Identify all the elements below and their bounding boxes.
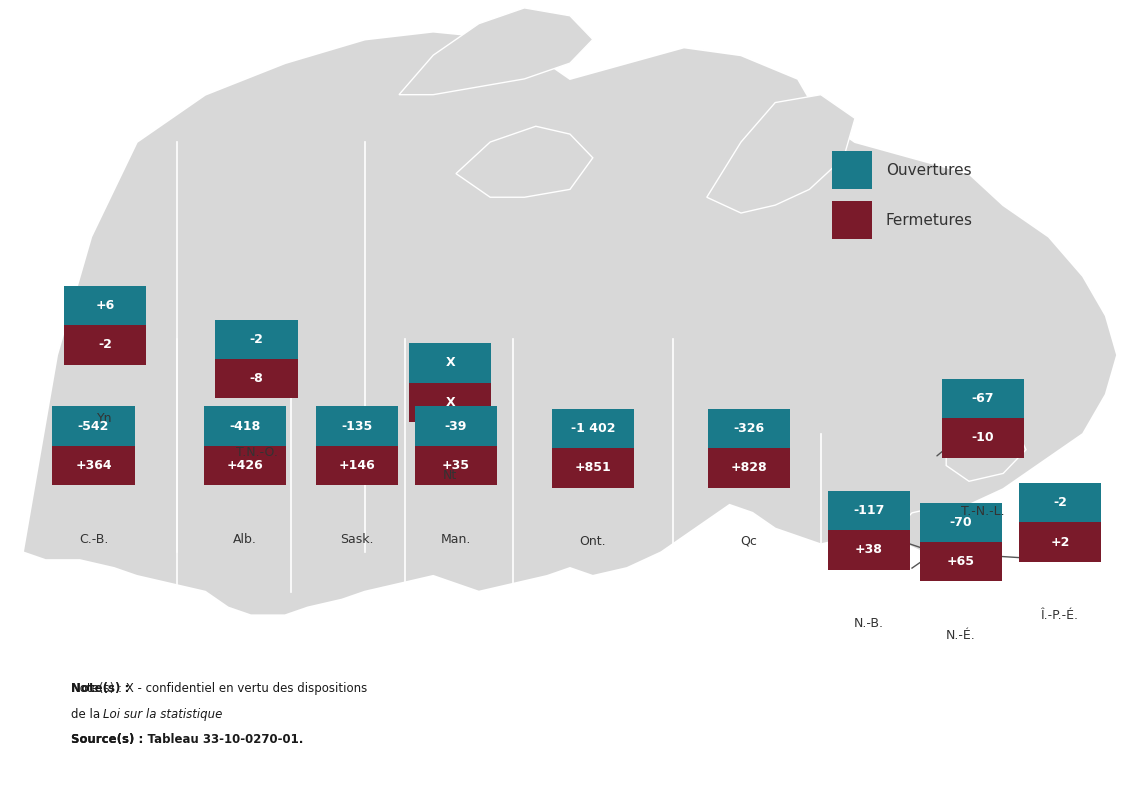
Text: +364: +364 [75, 459, 112, 472]
Text: -39: -39 [445, 420, 467, 432]
FancyBboxPatch shape [204, 446, 286, 485]
Text: -1 402: -1 402 [570, 422, 616, 435]
FancyBboxPatch shape [942, 379, 1024, 418]
Text: +65: +65 [947, 555, 975, 568]
Text: Ouvertures: Ouvertures [886, 163, 971, 178]
Text: Note(s) : X - confidentiel en vertu des dispositions: Note(s) : X - confidentiel en vertu des … [71, 682, 367, 695]
Text: +38: +38 [855, 544, 882, 556]
FancyBboxPatch shape [415, 406, 497, 446]
Text: Source(s) : Tableau 33-10-0270-01.: Source(s) : Tableau 33-10-0270-01. [71, 733, 303, 746]
FancyBboxPatch shape [942, 418, 1024, 458]
FancyBboxPatch shape [215, 359, 298, 398]
Text: -2: -2 [98, 338, 112, 351]
Text: Source(s) :: Source(s) : [71, 733, 142, 746]
Text: N.-B.: N.-B. [854, 617, 884, 630]
Text: Sask.: Sask. [340, 533, 374, 545]
Text: Nt: Nt [443, 469, 457, 482]
FancyBboxPatch shape [552, 409, 634, 448]
Text: Alb.: Alb. [234, 533, 256, 545]
FancyBboxPatch shape [832, 201, 872, 239]
FancyBboxPatch shape [920, 542, 1002, 581]
Text: +146: +146 [339, 459, 375, 472]
Text: -10: -10 [971, 432, 994, 444]
FancyBboxPatch shape [409, 343, 491, 383]
Polygon shape [456, 126, 593, 197]
FancyBboxPatch shape [920, 503, 1002, 542]
Text: de la: de la [71, 708, 104, 720]
Text: +828: +828 [731, 462, 767, 474]
Text: -67: -67 [971, 392, 994, 405]
FancyBboxPatch shape [552, 448, 634, 488]
Text: +35: +35 [442, 459, 470, 472]
Text: T.-N.-L.: T.-N.-L. [961, 505, 1004, 518]
Text: -8: -8 [250, 372, 263, 385]
FancyBboxPatch shape [708, 448, 790, 488]
Text: Î.-P.-É.: Î.-P.-É. [1041, 609, 1080, 622]
FancyBboxPatch shape [316, 406, 398, 446]
Polygon shape [23, 32, 1117, 615]
FancyBboxPatch shape [52, 406, 135, 446]
FancyBboxPatch shape [828, 491, 910, 530]
FancyBboxPatch shape [409, 383, 491, 422]
Text: -542: -542 [78, 420, 109, 432]
FancyBboxPatch shape [215, 320, 298, 359]
Polygon shape [946, 418, 1026, 481]
FancyBboxPatch shape [64, 286, 146, 325]
FancyBboxPatch shape [828, 530, 910, 570]
FancyBboxPatch shape [316, 446, 398, 485]
FancyBboxPatch shape [64, 325, 146, 365]
Text: +6: +6 [96, 299, 114, 312]
FancyBboxPatch shape [415, 446, 497, 485]
Text: Note(s) :: Note(s) : [71, 682, 129, 695]
Polygon shape [707, 95, 855, 213]
Text: -418: -418 [229, 420, 261, 432]
Text: Loi sur la statistique: Loi sur la statistique [103, 708, 222, 720]
FancyBboxPatch shape [204, 406, 286, 446]
Text: Ont.: Ont. [579, 535, 606, 548]
Text: X: X [446, 357, 455, 369]
Text: Yn: Yn [97, 412, 113, 424]
Text: Qc: Qc [741, 535, 757, 548]
FancyBboxPatch shape [832, 151, 872, 189]
Text: T.N.-O.: T.N.-O. [236, 446, 277, 458]
Text: -117: -117 [853, 504, 885, 517]
Text: -326: -326 [733, 422, 765, 435]
Text: X: X [446, 396, 455, 409]
Text: Man.: Man. [441, 533, 471, 545]
Text: +426: +426 [227, 459, 263, 472]
Text: -2: -2 [1053, 496, 1067, 509]
Polygon shape [399, 8, 593, 95]
FancyBboxPatch shape [1019, 483, 1101, 522]
Text: -135: -135 [341, 420, 373, 432]
Text: -70: -70 [950, 516, 972, 529]
FancyBboxPatch shape [52, 446, 135, 485]
Text: N.-É.: N.-É. [946, 629, 976, 641]
Text: +851: +851 [575, 462, 611, 474]
FancyBboxPatch shape [708, 409, 790, 448]
Text: C.-B.: C.-B. [79, 533, 108, 545]
Polygon shape [889, 505, 969, 552]
Text: +2: +2 [1051, 536, 1069, 548]
Text: -2: -2 [250, 333, 263, 346]
Text: Fermetures: Fermetures [886, 212, 972, 228]
FancyBboxPatch shape [1019, 522, 1101, 562]
